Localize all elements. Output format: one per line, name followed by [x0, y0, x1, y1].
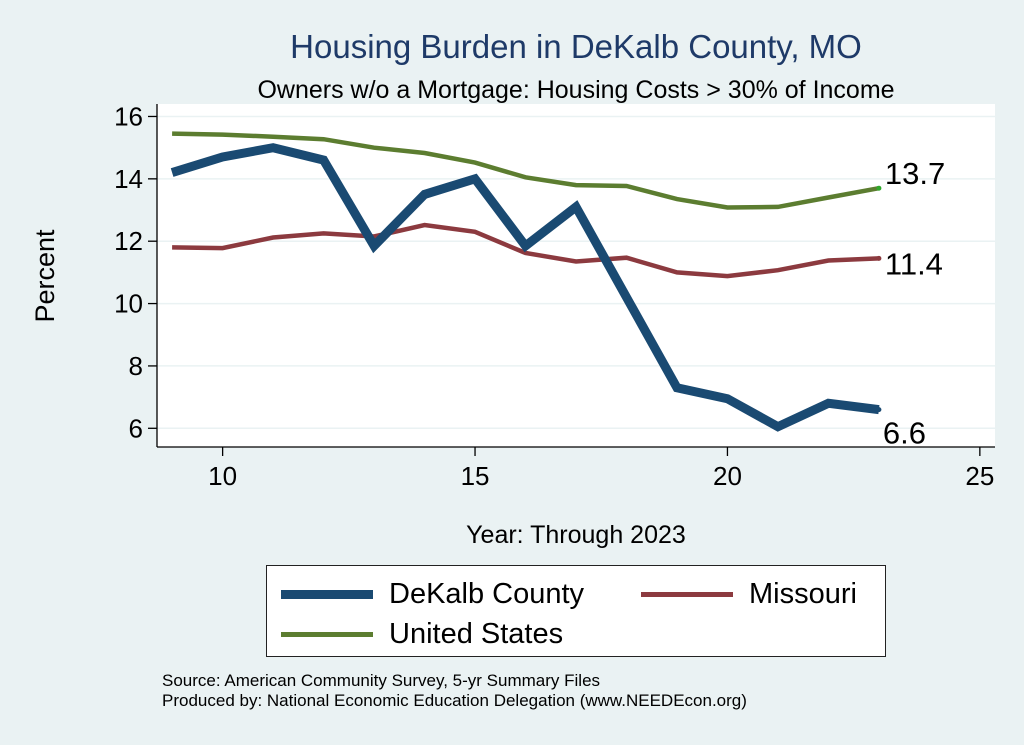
series-line-dekalb: [170, 143, 880, 432]
producer-note: Produced by: National Economic Education…: [162, 691, 747, 710]
legend: DeKalb County Missouri United States: [266, 565, 886, 657]
series-line-united-states: [172, 131, 880, 210]
series-end-marker-united-states: [876, 185, 882, 191]
x-tick-label-25: 25: [965, 461, 994, 491]
y-tick-label-14: 14: [114, 164, 143, 194]
legend-label-missouri: Missouri: [749, 578, 857, 610]
chart-title: Housing Burden in DeKalb County, MO: [290, 28, 862, 65]
y-tick-label-16: 16: [114, 101, 143, 131]
chart-subtitle: Owners w/o a Mortgage: Housing Costs > 3…: [257, 76, 894, 104]
series-line-missouri: [172, 222, 879, 279]
y-tick-label-8: 8: [129, 351, 143, 381]
axes: 6 8 10 12 14 16 10 15 20 25: [114, 101, 995, 491]
grid-lines: [157, 115, 995, 430]
end-label-missouri: 11.4: [885, 246, 943, 281]
x-tick-label-15: 15: [461, 461, 490, 491]
x-tick-label-10: 10: [208, 461, 237, 491]
legend-item-missouri: Missouri: [641, 578, 857, 611]
x-axis-label: Year: Through 2023: [466, 521, 686, 549]
end-labels: 6.6 11.4 13.7: [883, 156, 945, 450]
end-label-dekalb: 6.6: [883, 416, 926, 451]
series-layer: [170, 131, 882, 432]
legend-swatch-united-states: [281, 632, 373, 637]
legend-label-united-states: United States: [389, 618, 564, 650]
x-tick-label-20: 20: [713, 461, 742, 491]
legend-swatch-missouri: [641, 592, 733, 597]
source-note: Source: American Community Survey, 5-yr …: [162, 671, 601, 690]
legend-label-dekalb: DeKalb County: [389, 578, 585, 610]
legend-item-dekalb: DeKalb County: [281, 578, 584, 611]
y-tick-label-12: 12: [114, 226, 143, 256]
end-label-united-states: 13.7: [885, 156, 945, 191]
y-tick-label-10: 10: [114, 289, 143, 319]
legend-item-united-states: United States: [281, 618, 563, 651]
series-end-marker-dekalb: [876, 407, 882, 413]
series-end-marker-missouri: [876, 255, 882, 261]
legend-swatch-dekalb: [281, 590, 373, 599]
plot-area: [157, 104, 995, 447]
y-tick-label-6: 6: [129, 413, 143, 443]
y-axis-label: Percent: [30, 229, 60, 323]
